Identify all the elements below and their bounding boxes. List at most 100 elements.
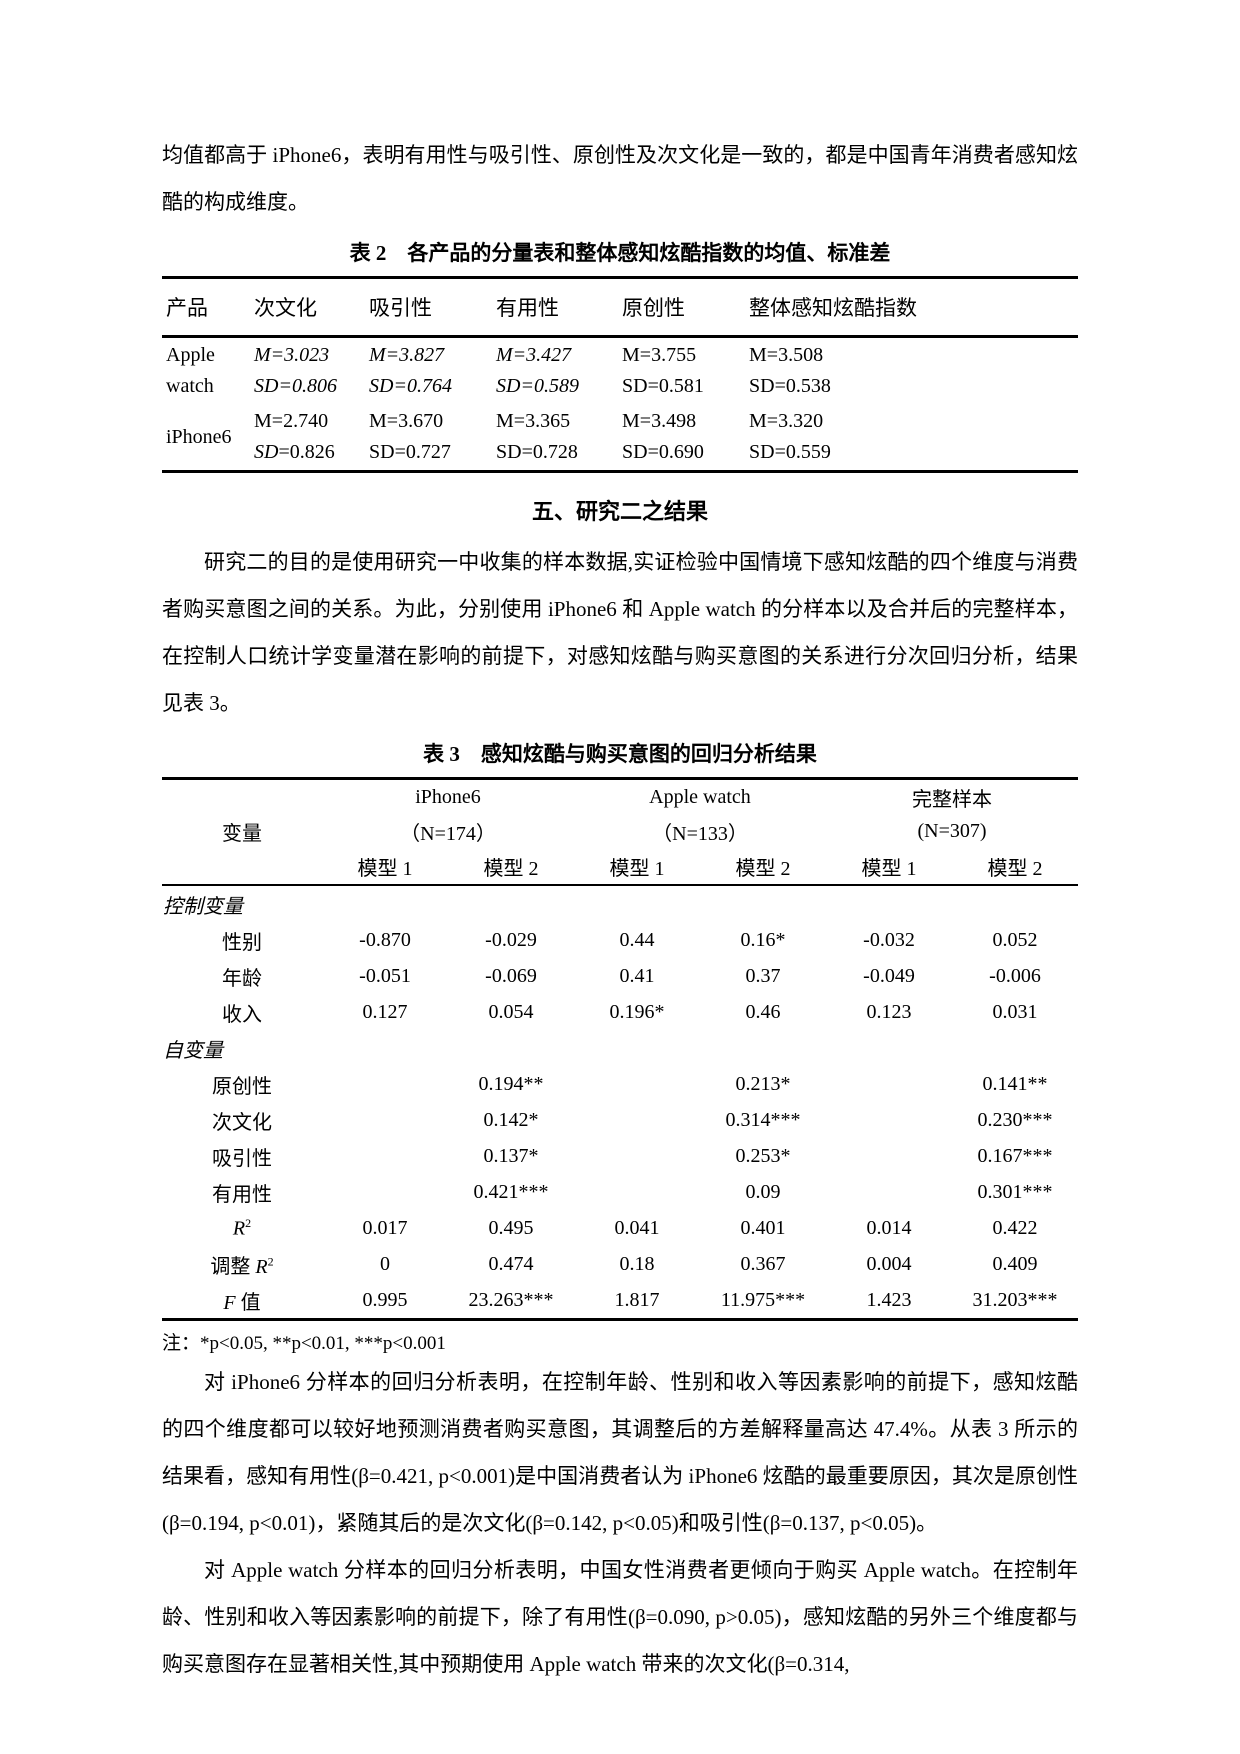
table2-header-product: 产品: [162, 277, 250, 338]
value-cell: 0.495: [488, 1216, 534, 1239]
sd-value: SD=0.589: [496, 375, 579, 397]
table3-body: 控制变量 性别 -0.870 -0.029 0.44 0.16* -0.032 0.052 年龄…: [162, 885, 1078, 1320]
product-name: Apple: [166, 344, 215, 366]
value-cell: 31.203***: [972, 1288, 1058, 1311]
value-cell: 0: [380, 1252, 390, 1275]
product-name: iPhone6: [166, 426, 232, 448]
value-cell: [574, 1138, 700, 1174]
value-cell: 0.474: [488, 1252, 534, 1275]
stat-cell: M=3.427 SD=0.589: [492, 337, 618, 405]
model-header: 模型 1: [322, 848, 448, 886]
table3-group-row: iPhone6 Apple watch 完整样本: [162, 779, 1078, 815]
value-cell: -0.049: [863, 964, 915, 987]
value-cell: 0.09: [745, 1180, 781, 1203]
table3-caption: 表 3 感知炫酷与购买意图的回归分析结果: [423, 742, 817, 766]
row-label-cell: 有用性: [212, 1183, 272, 1206]
value-cell: 0.141**: [982, 1072, 1048, 1095]
stat-cell: M=3.365 SD=0.728: [492, 404, 618, 472]
value-cell: 0.18: [619, 1252, 655, 1275]
mean-value: M=3.023: [254, 344, 330, 366]
value-cell: 0.44: [619, 928, 655, 951]
table2-header-overall-index: 整体感知炫酷指数: [745, 277, 1078, 338]
table2-caption: 表 2 各产品的分量表和整体感知炫酷指数的均值、标准差: [349, 241, 891, 265]
stat-cell: M=3.827 SD=0.764: [365, 337, 492, 405]
sd-value: SD=0.538: [749, 375, 831, 397]
row-label-cell: 吸引性: [212, 1147, 272, 1170]
table-row: 次文化 0.142* 0.314*** 0.230***: [162, 1102, 1078, 1138]
section-label-cell: 控制变量: [163, 895, 243, 918]
sd-value: SD=0.559: [749, 441, 831, 463]
table3-n-row: 变量 （N=174） （N=133） (N=307): [162, 814, 1078, 848]
value-cell: 0.995: [362, 1288, 408, 1311]
value-cell: 0.196*: [609, 1000, 665, 1023]
value-cell: 11.975***: [720, 1288, 806, 1311]
value-cell: [322, 1102, 448, 1138]
table2-means-sd: 产品 次文化 吸引性 有用性 原创性 整体感知炫酷指数 Apple watch M=…: [162, 276, 1078, 473]
sd-value: SD=0.806: [254, 375, 337, 397]
table3-model-corner: [162, 848, 322, 886]
sd-value: SD=0.826: [254, 441, 335, 463]
table-row: Apple watch M=3.023 SD=0.806 M=3.827 SD=0.764…: [162, 337, 1078, 405]
mean-value: M=3.427: [496, 344, 572, 366]
product-cell: Apple watch: [162, 337, 250, 405]
value-cell: 0.014: [866, 1216, 912, 1239]
value-cell: 0.37: [745, 964, 781, 987]
n-iphone6: （N=174）: [400, 822, 496, 845]
value-cell: -0.029: [485, 928, 537, 951]
row-label-cell: 调整 R2: [210, 1253, 274, 1278]
table-row: 调整 R2 0 0.474 0.18 0.367 0.004 0.409: [162, 1246, 1078, 1282]
sd-value: SD=0.728: [496, 441, 578, 463]
table2-header-row: 产品 次文化 吸引性 有用性 原创性 整体感知炫酷指数: [162, 277, 1078, 338]
value-cell: 0.054: [488, 1000, 534, 1023]
sd-value: SD=0.581: [622, 375, 704, 397]
table-row: 收入 0.127 0.054 0.196* 0.46 0.123 0.031: [162, 994, 1078, 1030]
value-cell: 0.004: [866, 1252, 912, 1275]
product-name: watch: [166, 375, 214, 397]
value-cell: 0.421***: [473, 1180, 549, 1203]
value-cell: 0.230***: [977, 1108, 1053, 1131]
value-cell: [574, 1174, 700, 1210]
value-cell: 23.263***: [468, 1288, 554, 1311]
value-cell: 0.127: [362, 1000, 408, 1023]
table2-body: Apple watch M=3.023 SD=0.806 M=3.827 SD=0.764…: [162, 337, 1078, 472]
mean-value: M=3.670: [369, 410, 444, 432]
value-cell: [574, 1066, 700, 1102]
value-cell: [322, 1174, 448, 1210]
table-row: 自变量: [162, 1030, 1078, 1066]
table2-header-attractiveness: 吸引性: [365, 277, 492, 338]
row-label-cell: 次文化: [212, 1111, 272, 1134]
row-label-cell: 性别: [222, 931, 262, 954]
value-cell: 0.142*: [483, 1108, 539, 1131]
value-cell: -0.069: [485, 964, 537, 987]
table2-header-usefulness: 有用性: [492, 277, 618, 338]
model-header: 模型 2: [448, 848, 574, 886]
table2-header-originality: 原创性: [618, 277, 745, 338]
value-cell: -0.051: [359, 964, 411, 987]
row-label-cell: 收入: [222, 1003, 262, 1026]
stat-cell: M=3.670 SD=0.727: [365, 404, 492, 472]
value-cell: [574, 1102, 700, 1138]
value-cell: -0.006: [989, 964, 1041, 987]
value-cell: 0.167***: [977, 1144, 1053, 1167]
value-cell: 0.123: [866, 1000, 912, 1023]
table-row: R2 0.017 0.495 0.041 0.401 0.014 0.422: [162, 1210, 1078, 1246]
value-cell: [826, 1138, 952, 1174]
value-cell: 0.031: [992, 1000, 1038, 1023]
stat-cell: M=3.755 SD=0.581: [618, 337, 745, 405]
table3-regression: iPhone6 Apple watch 完整样本 变量 （N=174） （N=1…: [162, 777, 1078, 1321]
value-cell: 0.253*: [735, 1144, 791, 1167]
paragraph-continuation: 均值都高于 iPhone6，表明有用性与吸引性、原创性及次文化是一致的，都是中国…: [162, 143, 1078, 214]
mean-value: M=3.755: [622, 344, 697, 366]
value-cell: [826, 1102, 952, 1138]
variable-header: 变量: [222, 822, 262, 845]
table-row: F 值 0.995 23.263*** 1.817 11.975*** 1.423 31.2…: [162, 1282, 1078, 1320]
product-cell: iPhone6: [162, 404, 250, 472]
value-cell: 0.46: [745, 1000, 781, 1023]
model-header: 模型 2: [700, 848, 826, 886]
paragraph-study2-intro: 研究二的目的是使用研究一中收集的样本数据,实证检验中国情境下感知炫酷的四个维度与…: [162, 550, 1078, 715]
group-header-iphone6: iPhone6: [415, 785, 481, 808]
value-cell: 0.401: [740, 1216, 786, 1239]
row-label-cell: 原创性: [212, 1075, 272, 1098]
value-cell: [826, 1066, 952, 1102]
value-cell: 0.017: [362, 1216, 408, 1239]
